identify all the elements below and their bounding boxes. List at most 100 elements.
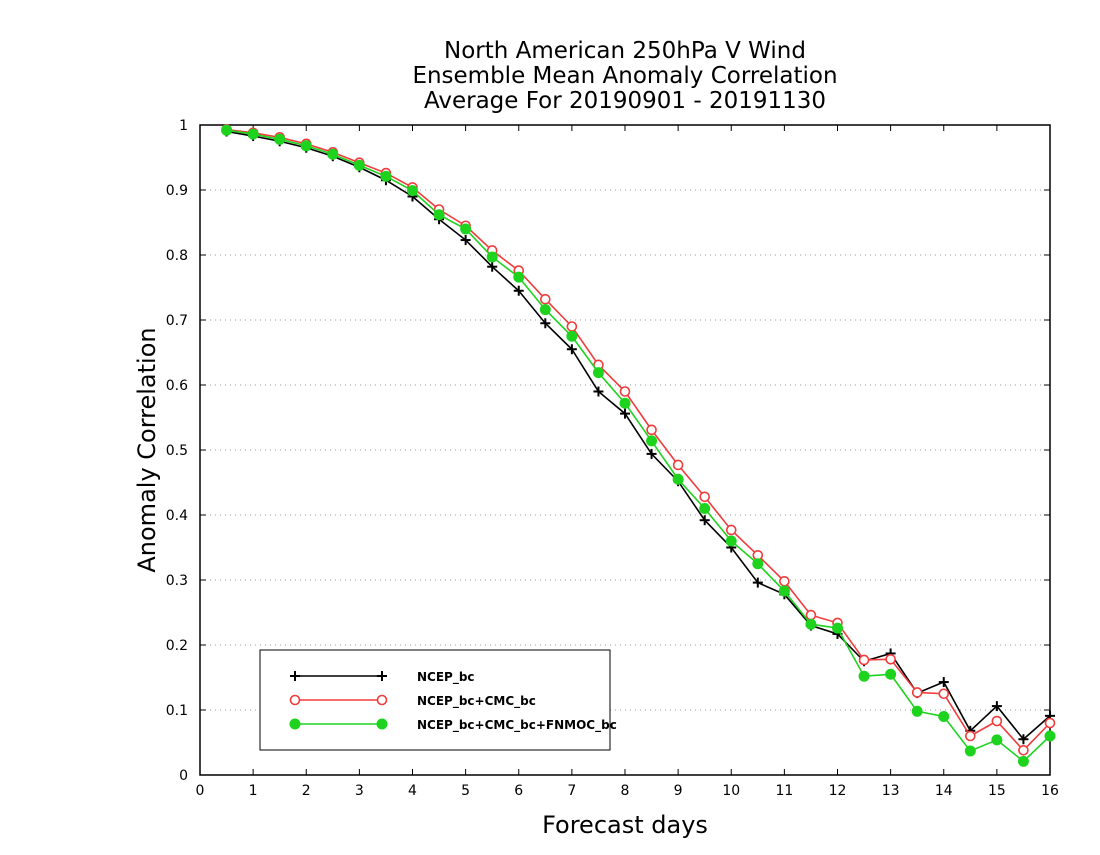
series-3-point-9 [460, 223, 472, 235]
series-1-line [226, 130, 1051, 741]
y-tick-label-9: 0.9 [166, 183, 188, 199]
x-axis-title: Forecast days [542, 811, 708, 839]
legend-label-1: NCEP_bc [417, 670, 475, 685]
series-1-point-30 [1018, 734, 1029, 745]
series-3-point-24 [858, 670, 870, 682]
series-1-point-14 [593, 386, 604, 397]
series-3-point-6 [380, 170, 392, 182]
series-3-point-1 [247, 128, 259, 140]
y-tick-label-2: 0.2 [166, 638, 188, 654]
series-1-point-12 [540, 318, 551, 329]
y-tick-label-10: 1 [179, 118, 188, 134]
series-3-point-19 [725, 535, 737, 547]
series-1-point-29 [991, 701, 1002, 712]
y-tick-label-1: 0.1 [166, 703, 188, 719]
series-3-point-18 [699, 503, 711, 514]
series-2-point-13 [566, 321, 578, 332]
x-tick-label-2: 2 [302, 783, 311, 799]
series-1-point-16 [646, 448, 657, 459]
y-tick-label-5: 0.5 [166, 443, 188, 459]
title-line-1: North American 250hPa V Wind [444, 38, 806, 64]
x-tick-label-12: 12 [829, 783, 847, 799]
series-2-point-25 [885, 653, 896, 665]
series-2-point-24 [858, 654, 870, 666]
series-3-point-13 [566, 330, 578, 342]
series-3-point-30 [1017, 755, 1029, 767]
series-2-point-26 [911, 687, 923, 698]
series-3-point-15 [619, 397, 631, 409]
series-1-point-13 [566, 344, 577, 355]
y-tick-label-8: 0.8 [166, 248, 188, 264]
x-tick-label-3: 3 [355, 783, 364, 799]
legend-marker-right-3 [376, 718, 388, 730]
series-3-point-16 [646, 435, 658, 447]
series-3-point-22 [805, 618, 817, 630]
series-3-point-7 [407, 185, 418, 197]
series-1-point-27 [938, 677, 949, 688]
y-tick-label-6: 0.6 [166, 378, 188, 394]
series-2-point-15 [619, 386, 631, 397]
y-tick-label-0: 0 [179, 768, 188, 784]
y-tick-label-7: 0.7 [166, 313, 188, 329]
x-tick-label-13: 13 [882, 783, 900, 799]
grid-lines [200, 189, 1050, 711]
x-tick-label-4: 4 [408, 783, 417, 799]
legend-marker-right-2 [376, 694, 388, 706]
series-3-point-26 [911, 705, 923, 717]
legend-label-3: NCEP_bc+CMC_bc+FNMOC_bc [417, 718, 617, 733]
series-3 [221, 124, 1056, 767]
x-tick-label-11: 11 [775, 783, 793, 799]
x-tick-label-16: 16 [1041, 783, 1059, 799]
series-3-point-28 [964, 745, 976, 757]
x-tick-label-0: 0 [196, 783, 205, 799]
series-1-point-15 [620, 408, 630, 419]
series-2-point-29 [991, 715, 1003, 727]
series-3-point-0 [221, 124, 233, 136]
legend: NCEP_bc NCEP_bc+CMC_bc NCEP_bc+CMC_bc+FNMO… [259, 649, 617, 751]
series-3-point-4 [327, 148, 339, 160]
axis-titles: Forecast days Anomaly Correlation [133, 327, 708, 839]
series-2-point-19 [725, 524, 737, 536]
series-3-point-20 [752, 558, 764, 570]
series-3-point-12 [539, 304, 551, 316]
series-2-point-21 [779, 575, 790, 587]
series-2-point-16 [646, 424, 657, 436]
x-tick-label-10: 10 [722, 783, 740, 799]
series-3-point-2 [274, 133, 286, 145]
y-axis-title: Anomaly Correlation [133, 327, 161, 572]
series-3-point-3 [300, 140, 312, 152]
legend-marker-left-3 [289, 718, 301, 730]
series-3-point-5 [353, 159, 365, 171]
legend-marker-right-1 [377, 671, 387, 681]
legend-marker-left-1 [290, 671, 300, 681]
x-tick-label-7: 7 [567, 783, 576, 799]
series-2-point-18 [699, 491, 710, 503]
series-2-point-31 [1044, 717, 1056, 729]
series-2-point-28 [965, 730, 976, 742]
series-2-point-27 [938, 688, 950, 700]
x-tick-label-6: 6 [514, 783, 523, 799]
series-1-point-20 [752, 577, 763, 588]
series-2-point-12 [540, 293, 551, 305]
x-tick-label-15: 15 [988, 783, 1006, 799]
series-3-point-29 [991, 734, 1003, 746]
y-tick-label-4: 0.4 [166, 508, 188, 524]
axis-ticks: 0 1 2 3 4 5 6 7 8 9 10 11 12 13 14 15 1600.10.20.30.40.5… [166, 118, 1059, 799]
x-tick-label-8: 8 [621, 783, 630, 799]
series-3-point-11 [513, 271, 525, 283]
y-tick-label-3: 0.3 [166, 573, 188, 589]
series-3-point-21 [778, 585, 790, 597]
series-1-point-10 [487, 261, 498, 272]
x-tick-label-1: 1 [249, 783, 258, 799]
series-group [221, 124, 1056, 767]
series-1-point-11 [513, 285, 524, 296]
series-2-point-17 [672, 459, 684, 471]
series-3-point-14 [592, 367, 604, 379]
series-2-point-30 [1018, 744, 1029, 756]
series-3-point-27 [938, 711, 950, 722]
series-3-point-23 [832, 622, 843, 634]
x-tick-label-14: 14 [935, 783, 953, 799]
series-3-point-8 [433, 209, 445, 221]
